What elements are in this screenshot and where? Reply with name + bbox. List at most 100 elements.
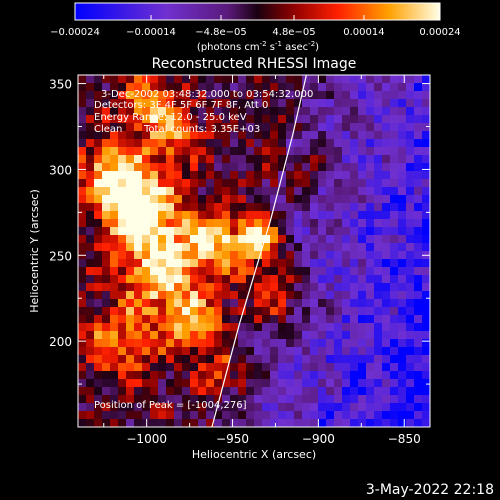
- heatmap-cell: [270, 163, 279, 172]
- heatmap-cell: [286, 83, 295, 92]
- heatmap-cell: [158, 171, 167, 180]
- heatmap-cell: [414, 331, 423, 340]
- heatmap-cell: [326, 203, 335, 212]
- heatmap-cell: [206, 411, 215, 420]
- heatmap-cell: [222, 419, 231, 427]
- heatmap-cell: [198, 91, 207, 100]
- heatmap-cell: [358, 99, 367, 108]
- heatmap-cell: [262, 227, 271, 236]
- heatmap-cell: [126, 83, 135, 92]
- heatmap-cell: [102, 251, 111, 260]
- heatmap-cell: [294, 251, 303, 260]
- heatmap-cell: [238, 275, 247, 284]
- heatmap-cell: [230, 211, 239, 220]
- heatmap-cell: [326, 419, 335, 427]
- heatmap-cell: [214, 115, 223, 124]
- heatmap-cell: [222, 123, 231, 132]
- heatmap-cell: [94, 403, 103, 412]
- heatmap-cell: [302, 315, 311, 324]
- heatmap-cell: [422, 211, 430, 220]
- heatmap-cell: [78, 75, 87, 84]
- heatmap-cell: [110, 179, 119, 188]
- heatmap-cell: [390, 147, 399, 156]
- heatmap-cell: [398, 419, 407, 427]
- heatmap-cell: [230, 115, 239, 124]
- heatmap-cell: [286, 203, 295, 212]
- heatmap-cell: [158, 235, 167, 244]
- footer-date: 3-May-2022 22:18: [366, 482, 494, 498]
- heatmap-cell: [286, 283, 295, 292]
- heatmap-cell: [302, 243, 311, 252]
- heatmap-cell: [238, 211, 247, 220]
- heatmap-cell: [118, 387, 127, 396]
- heatmap-cell: [254, 403, 263, 412]
- heatmap-cell: [102, 387, 111, 396]
- heatmap-cell: [118, 195, 127, 204]
- heatmap-cell: [238, 259, 247, 268]
- heatmap-cell: [222, 323, 231, 332]
- heatmap-cell: [254, 195, 263, 204]
- heatmap-cell: [86, 363, 95, 372]
- heatmap-cell: [230, 419, 239, 427]
- heatmap-cell: [310, 411, 319, 420]
- heatmap-cell: [358, 211, 367, 220]
- heatmap-cell: [182, 419, 191, 427]
- heatmap-cell: [190, 187, 199, 196]
- heatmap-cell: [414, 139, 423, 148]
- heatmap-cell: [78, 387, 87, 396]
- heatmap-cell: [238, 299, 247, 308]
- heatmap-cell: [350, 259, 359, 268]
- heatmap-cell: [318, 371, 327, 380]
- heatmap-cell: [358, 275, 367, 284]
- heatmap-cell: [342, 403, 351, 412]
- heatmap-cell: [110, 419, 119, 427]
- heatmap-cell: [174, 379, 183, 388]
- heatmap-cell: [174, 355, 183, 364]
- heatmap-cell: [190, 227, 199, 236]
- heatmap-cell: [126, 147, 135, 156]
- heatmap-cell: [342, 147, 351, 156]
- heatmap-cell: [182, 243, 191, 252]
- heatmap-cell: [86, 395, 95, 404]
- heatmap-cell: [358, 195, 367, 204]
- heatmap-cell: [398, 123, 407, 132]
- heatmap-cell: [86, 83, 95, 92]
- heatmap-cell: [326, 235, 335, 244]
- heatmap-cell: [94, 243, 103, 252]
- heatmap-cell: [334, 179, 343, 188]
- heatmap-cell: [174, 387, 183, 396]
- heatmap-cell: [166, 131, 175, 140]
- heatmap-cell: [78, 419, 87, 427]
- heatmap-cell: [302, 195, 311, 204]
- heatmap-cell: [166, 379, 175, 388]
- heatmap-cell: [358, 171, 367, 180]
- heatmap-cell: [366, 339, 375, 348]
- heatmap-cell: [158, 307, 167, 316]
- heatmap-cell: [214, 243, 223, 252]
- heatmap-cell: [390, 99, 399, 108]
- heatmap-cell: [406, 387, 415, 396]
- heatmap-cell: [366, 195, 375, 204]
- heatmap-cell: [342, 235, 351, 244]
- heatmap-cell: [414, 123, 423, 132]
- heatmap-cell: [318, 355, 327, 364]
- heatmap-cell: [366, 171, 375, 180]
- heatmap-cell: [94, 195, 103, 204]
- heatmap-cell: [334, 243, 343, 252]
- heatmap-cell: [230, 363, 239, 372]
- heatmap-cell: [278, 147, 287, 156]
- heatmap-cell: [206, 251, 215, 260]
- heatmap-cell: [110, 403, 119, 412]
- heatmap-cell: [246, 163, 255, 172]
- heatmap-cell: [262, 315, 271, 324]
- heatmap-cell: [326, 211, 335, 220]
- heatmap-cell: [110, 355, 119, 364]
- heatmap-cell: [102, 171, 111, 180]
- heatmap-cell: [190, 331, 199, 340]
- y-tick-label: 200: [49, 335, 72, 349]
- heatmap-cell: [318, 403, 327, 412]
- heatmap-cell: [110, 131, 119, 140]
- heatmap-cell: [374, 291, 383, 300]
- heatmap-cell: [198, 243, 207, 252]
- heatmap-cell: [110, 123, 119, 132]
